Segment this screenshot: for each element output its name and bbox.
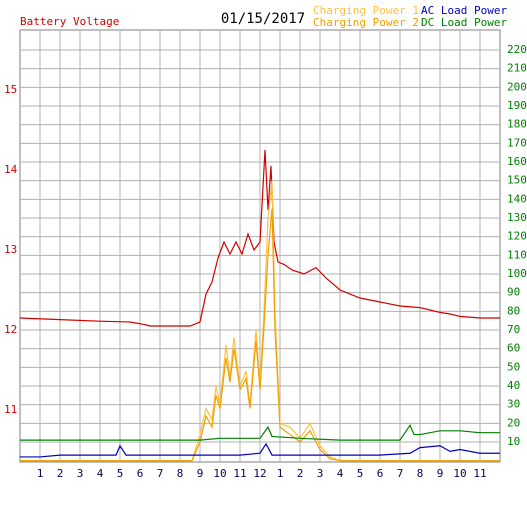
legend-entry: Charging Power 1 [313, 4, 419, 17]
y2-tick-label: 10 [507, 435, 520, 448]
y2-tick-label: 50 [507, 360, 520, 373]
x-tick-label: 11 [473, 467, 486, 480]
x-tick-label: 7 [397, 467, 404, 480]
x-tick-label: 5 [357, 467, 364, 480]
series-line [19, 149, 500, 327]
y-tick-label: 14 [4, 163, 18, 176]
x-tick-label: 12 [253, 467, 266, 480]
x-tick-label: 6 [377, 467, 384, 480]
y2-tick-label: 200 [507, 80, 527, 93]
y-tick-label: 11 [4, 403, 17, 416]
x-tick-label: 1 [37, 467, 44, 480]
x-tick-label: 4 [337, 467, 344, 480]
chart-title: 01/15/2017 [221, 11, 305, 27]
y2-tick-label: 130 [507, 211, 527, 224]
y-tick-label: 12 [4, 323, 17, 336]
x-tick-label: 4 [97, 467, 104, 480]
y2-tick-label: 90 [507, 286, 520, 299]
series-line [20, 208, 500, 462]
y2-tick-label: 140 [507, 192, 527, 205]
y2-tick-label: 40 [507, 379, 520, 392]
y2-tick-label: 80 [507, 304, 520, 317]
y2-tick-label: 210 [507, 62, 527, 75]
series-line [20, 423, 500, 441]
legend-entry: Battery Voltage [20, 15, 119, 28]
y2-tick-label: 60 [507, 342, 520, 355]
x-tick-label: 11 [233, 467, 246, 480]
y2-tick-label: 220 [507, 43, 527, 56]
y2-tick-label: 20 [507, 416, 520, 429]
y2-tick-label: 120 [507, 230, 527, 243]
y-tick-label: 15 [4, 83, 17, 96]
x-tick-label: 3 [77, 467, 84, 480]
y2-tick-label: 30 [507, 398, 520, 411]
y2-tick-label: 100 [507, 267, 527, 280]
x-tick-label: 10 [453, 467, 466, 480]
legend-entry: Charging Power 2 [313, 16, 419, 29]
series-line [20, 442, 500, 458]
y2-tick-label: 180 [507, 118, 527, 131]
legend-entry: AC Load Power [421, 4, 507, 17]
y2-tick-label: 190 [507, 99, 527, 112]
x-tick-label: 9 [437, 467, 444, 480]
series-line [20, 180, 500, 462]
legend-entry: DC Load Power [421, 16, 507, 29]
x-tick-label: 2 [297, 467, 304, 480]
x-tick-label: 1 [277, 467, 284, 480]
x-tick-label: 5 [117, 467, 124, 480]
x-tick-label: 9 [197, 467, 204, 480]
y2-tick-label: 70 [507, 323, 520, 336]
y2-tick-label: 110 [507, 248, 527, 261]
y2-tick-label: 160 [507, 155, 527, 168]
y2-tick-label: 150 [507, 174, 527, 187]
y-tick-label: 13 [4, 243, 17, 256]
x-tick-label: 7 [157, 467, 164, 480]
y2-tick-label: 170 [507, 136, 527, 149]
x-tick-label: 8 [417, 467, 424, 480]
x-tick-label: 10 [213, 467, 226, 480]
x-tick-label: 2 [57, 467, 64, 480]
x-tick-label: 8 [177, 467, 184, 480]
x-tick-label: 3 [317, 467, 324, 480]
x-tick-label: 6 [137, 467, 144, 480]
